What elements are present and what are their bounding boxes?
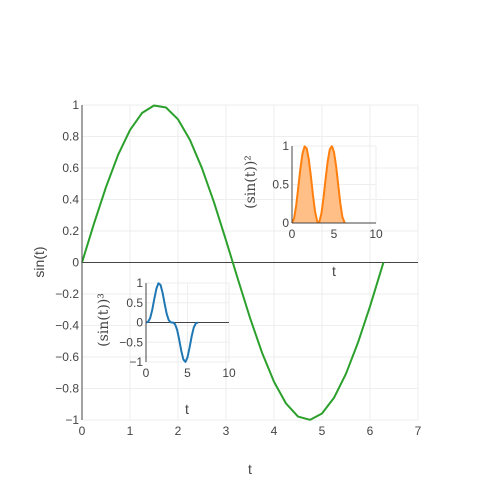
inset-top-right-x-tick-label: 0 bbox=[289, 227, 296, 241]
main-y-tick-label: 0.2 bbox=[62, 224, 79, 238]
inset-bottom-left-x-tick-label: 0 bbox=[143, 366, 150, 380]
inset-top-right-series-area bbox=[292, 146, 345, 223]
inset-bottom-left-chart: −1−0.500.510 5 10t(sin(t))³ bbox=[96, 276, 236, 417]
main-x-tick-label: 3 bbox=[223, 424, 230, 438]
inset-bottom-left-y-tick-label: 0.5 bbox=[126, 296, 143, 310]
inset-bottom-left-y-tick-label: −1 bbox=[129, 355, 143, 369]
inset-bottom-left-y-tick-label: 1 bbox=[136, 276, 143, 290]
inset-top-right-chart: 00.510 5 10t(sin(t))² bbox=[243, 139, 383, 279]
main-y-tick-label: −0.6 bbox=[55, 350, 79, 364]
main-y-tick-label: 0 bbox=[72, 256, 79, 270]
main-series-line bbox=[81, 104, 385, 421]
main-x-tick-label: 7 bbox=[415, 424, 422, 438]
inset-top-right-y-tick-label: 0.5 bbox=[272, 178, 289, 192]
inset-top-right-y-tick-label: 1 bbox=[282, 139, 289, 153]
main-y-tick-label: 0.4 bbox=[62, 193, 79, 207]
main-x-tick-label: 0 bbox=[79, 424, 86, 438]
main-y-tick-label: −0.2 bbox=[55, 287, 79, 301]
main-x-tick-label: 4 bbox=[271, 424, 278, 438]
inset-top-right-y-axis-title: (sin(t))² bbox=[243, 155, 259, 209]
inset-bottom-left-x-tick-label: 10 bbox=[222, 366, 236, 380]
inset-bottom-left-series-line bbox=[145, 282, 199, 363]
main-y-tick-label: 0.8 bbox=[62, 130, 79, 144]
main-y-tick-label: −0.8 bbox=[55, 382, 79, 396]
inset-bottom-left-x-axis-title: t bbox=[185, 401, 189, 417]
inset-top-right-series-line bbox=[291, 145, 346, 224]
inset-bottom-left-y-tick-label: −0.5 bbox=[119, 335, 143, 349]
main-x-tick-label: 2 bbox=[175, 424, 182, 438]
main-x-tick-label: 6 bbox=[367, 424, 374, 438]
inset-top-right-x-tick-label: 5 bbox=[331, 227, 338, 241]
main-chart: −1−0.8−0.6−0.4−0.200.20.40.60.810 1 2 3 4 5 6 7… bbox=[31, 98, 422, 477]
main-y-tick-label: −0.4 bbox=[55, 319, 79, 333]
main-x-tick-label: 5 bbox=[319, 424, 326, 438]
inset-top-right-x-tick-label: 10 bbox=[369, 227, 383, 241]
inset-top-right-y-tick-label: 0 bbox=[282, 216, 289, 230]
inset-bottom-left-x-tick-label: 5 bbox=[184, 366, 191, 380]
inset-top-right-x-axis-title: t bbox=[332, 263, 336, 279]
main-y-tick-label: 1 bbox=[72, 98, 79, 112]
inset-bottom-left-y-tick-label: 0 bbox=[136, 316, 143, 330]
inset-bottom-left-y-axis-title: (sin(t))³ bbox=[96, 293, 112, 347]
main-x-tick-label: 1 bbox=[127, 424, 134, 438]
main-y-tick-label: −1 bbox=[65, 413, 79, 427]
main-x-axis-title: t bbox=[248, 461, 252, 477]
main-y-tick-label: 0.6 bbox=[62, 161, 79, 175]
main-y-axis-title: sin(t) bbox=[31, 246, 47, 277]
plots-layer: −1−0.8−0.6−0.4−0.200.20.40.60.810 1 2 3 4 5 6 7… bbox=[31, 98, 422, 477]
